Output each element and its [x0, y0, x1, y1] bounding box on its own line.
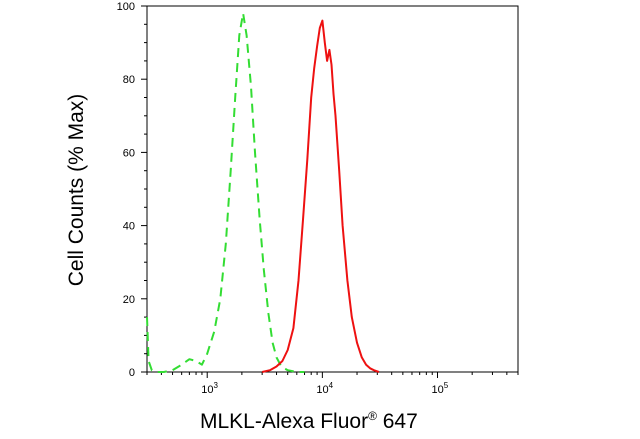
registered-mark: ® — [368, 409, 377, 423]
x-tick-exponent: 4 — [329, 381, 334, 390]
plot-border — [146, 5, 519, 373]
plot-area — [146, 5, 519, 373]
y-tick-label: 40 — [123, 221, 135, 233]
x-axis-title: MLKL-Alexa Fluor® 647 — [200, 409, 418, 433]
x-tick-label: 104 — [316, 381, 333, 396]
control-histogram-curve — [146, 12, 305, 373]
y-tick-label: 0 — [129, 367, 135, 379]
y-axis: 0 20 40 60 80 100 — [117, 1, 147, 379]
y-tick-label: 60 — [123, 147, 135, 159]
y-tick-label: 100 — [117, 1, 135, 13]
x-tick-exponent: 5 — [444, 381, 449, 390]
x-tick-label: 103 — [201, 381, 218, 396]
x-axis: 103 104 105 — [146, 372, 519, 396]
y-tick-label: 20 — [123, 294, 135, 306]
sample-histogram-curve — [261, 19, 380, 373]
x-tick-label: 105 — [432, 381, 449, 396]
x-axis-title-suffix: 647 — [377, 410, 418, 433]
x-axis-title-main: MLKL-Alexa Fluor — [200, 410, 368, 433]
x-tick-exponent: 3 — [213, 381, 218, 390]
y-tick-label: 80 — [123, 74, 135, 86]
y-axis-title: Cell Counts (% Max) — [65, 94, 88, 287]
series-layer — [146, 12, 380, 373]
